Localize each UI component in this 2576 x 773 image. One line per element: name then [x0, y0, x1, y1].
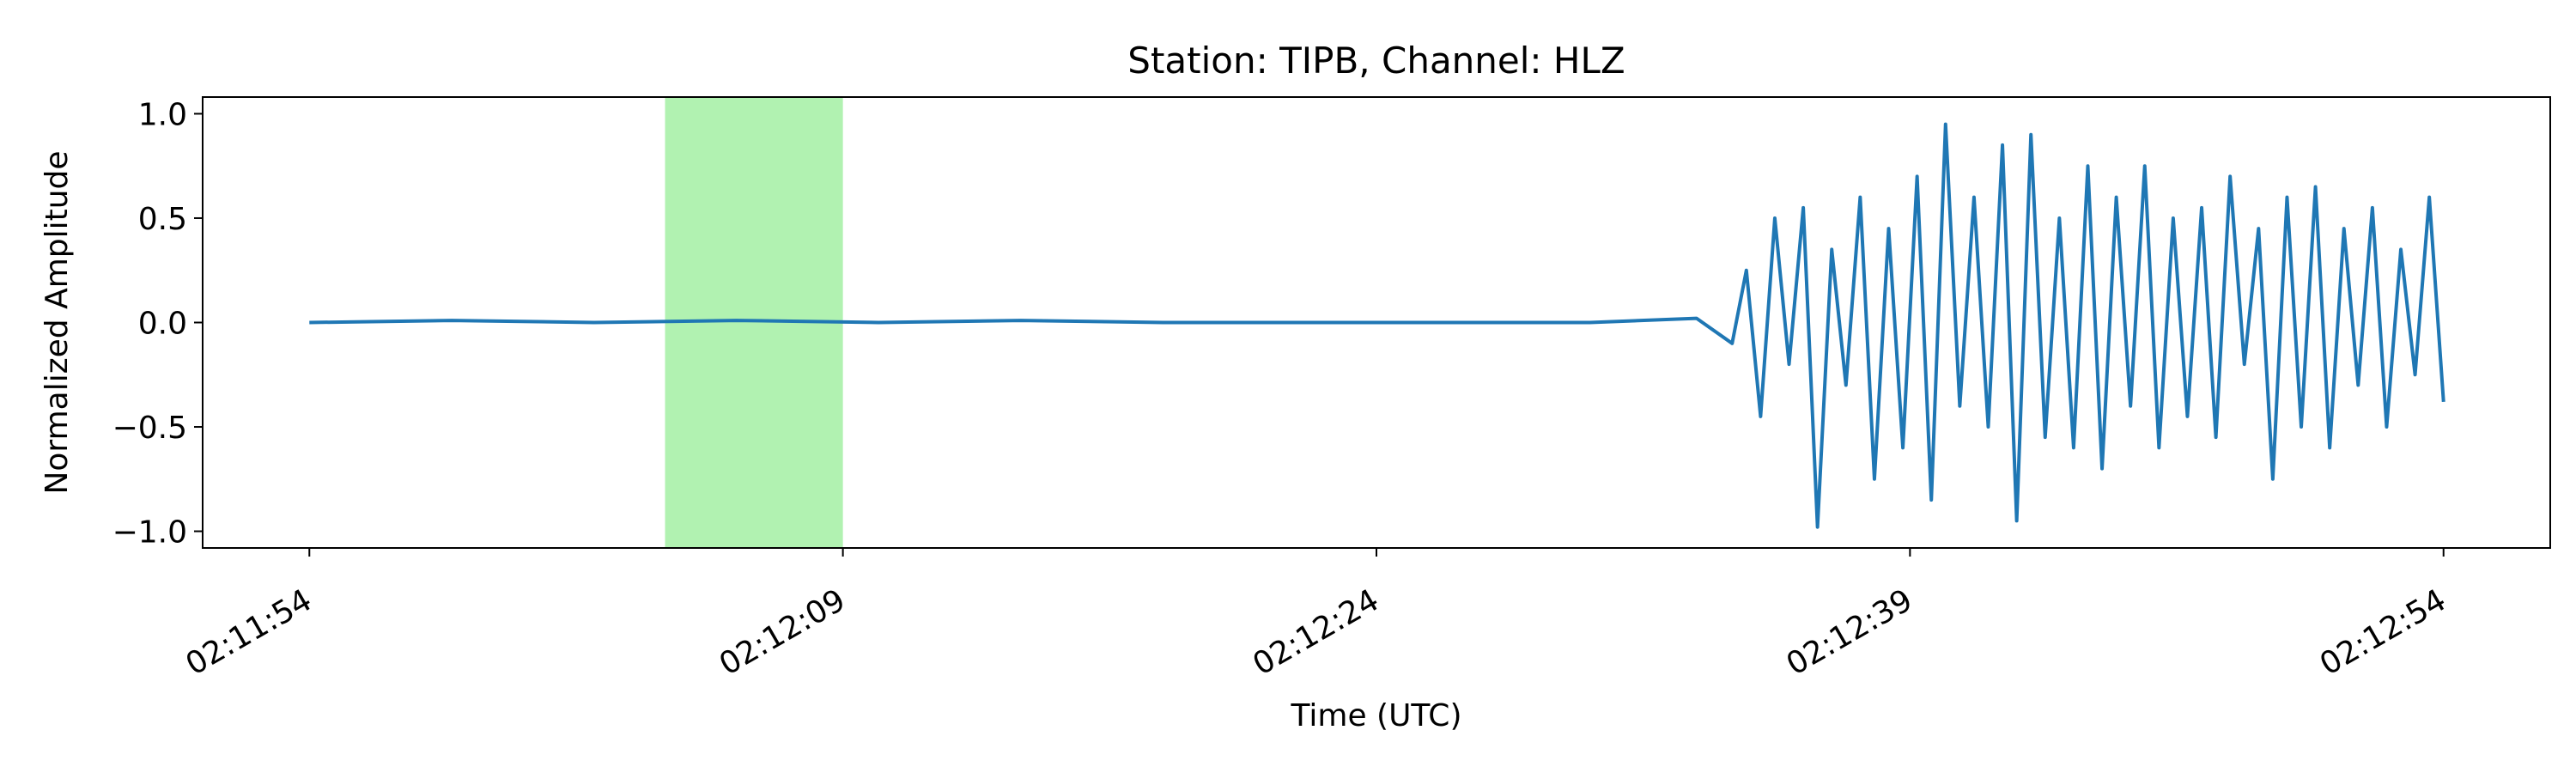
x-tick-label-3: 02:12:39	[1781, 582, 1919, 682]
y-tick-label-2: 0.0	[138, 307, 187, 342]
x-tick-label-4: 02:12:54	[2314, 582, 2452, 682]
x-tick-label-1: 02:12:09	[714, 582, 852, 682]
x-tick-label-2: 02:12:24	[1247, 582, 1385, 682]
y-tick-label-1: 0.5	[138, 202, 187, 237]
y-axis-label: Normalized Amplitude	[39, 150, 75, 494]
waveform-line-0	[309, 122, 2445, 529]
chart-title: Station: TIPB, Channel: HLZ	[1127, 40, 1625, 82]
y-tick-label-0: 1.0	[138, 97, 187, 132]
y-tick-label-3: −0.5	[112, 411, 187, 446]
x-tick-label-0: 02:11:54	[180, 582, 319, 682]
x-axis-label: Time (UTC)	[1290, 698, 1461, 733]
y-tick-label-4: −1.0	[112, 515, 187, 551]
